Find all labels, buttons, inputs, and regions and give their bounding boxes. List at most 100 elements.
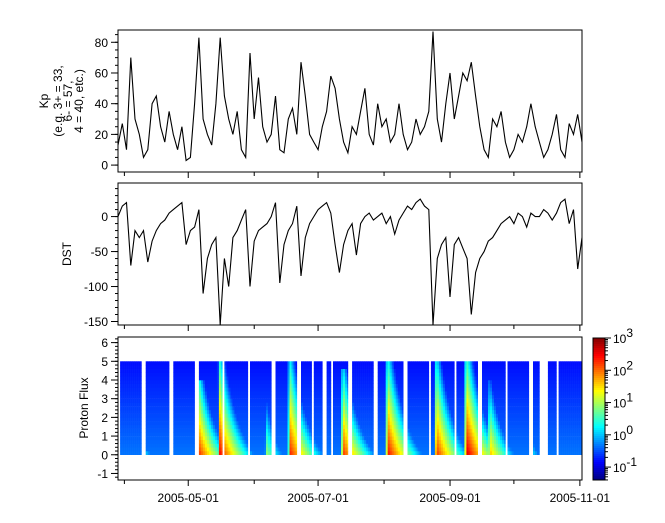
heatmap-cell xyxy=(468,402,471,407)
heatmap-cell xyxy=(458,409,461,414)
heatmap-cell xyxy=(208,372,212,377)
heatmap-cell xyxy=(566,394,569,399)
heatmap-cell xyxy=(560,361,563,366)
heatmap-cell xyxy=(504,443,506,448)
heatmap-cell xyxy=(202,447,206,452)
heatmap-cell xyxy=(242,421,245,426)
heatmap-cell xyxy=(161,409,164,414)
heatmap-cell xyxy=(570,380,573,384)
heatmap-cell xyxy=(285,424,288,429)
heatmap-cell xyxy=(151,409,154,414)
heatmap-cell xyxy=(167,372,170,377)
heatmap-cell xyxy=(444,383,448,388)
heatmap-cell xyxy=(181,428,184,433)
heatmap-cell xyxy=(303,398,306,403)
heatmap-cell xyxy=(236,451,239,455)
heatmap-cell xyxy=(250,387,253,392)
heatmap-cell xyxy=(387,376,390,381)
heatmap-cell xyxy=(488,376,491,381)
heatmap-cell xyxy=(189,428,192,433)
heatmap-cell xyxy=(315,368,319,373)
heatmap-cell xyxy=(122,409,125,414)
heatmap-cell xyxy=(289,447,292,452)
heatmap-cell xyxy=(466,387,469,392)
heatmap-cell xyxy=(502,383,505,388)
heatmap-cell xyxy=(470,406,473,411)
heatmap-cell xyxy=(204,402,208,407)
heatmap-cell xyxy=(395,394,398,399)
heatmap-cell xyxy=(153,417,156,422)
heatmap-cell xyxy=(244,409,247,414)
heatmap-cell xyxy=(200,409,204,414)
heatmap-cell xyxy=(513,421,516,426)
heatmap-cell xyxy=(281,398,284,403)
heatmap-cell xyxy=(417,432,420,437)
heatmap-cell xyxy=(262,365,265,369)
heatmap-cell xyxy=(220,406,223,411)
heatmap-cell xyxy=(438,432,442,437)
heatmap-cell xyxy=(446,368,450,373)
heatmap-cell xyxy=(427,372,430,377)
heatmap-cell xyxy=(317,443,321,448)
heatmap-cell xyxy=(179,443,182,448)
heatmap-cell xyxy=(185,380,188,384)
heatmap-cell xyxy=(291,380,294,384)
heatmap-cell xyxy=(220,361,223,366)
heatmap-cell xyxy=(220,376,223,381)
heatmap-cell xyxy=(232,376,235,381)
heatmap-cell xyxy=(193,451,195,455)
heatmap-cell xyxy=(570,383,573,388)
heatmap-cell xyxy=(153,394,156,399)
heatmap-cell xyxy=(317,380,321,384)
heatmap-cell xyxy=(521,409,524,414)
heatmap-cell xyxy=(341,365,344,369)
heatmap-cell xyxy=(507,436,510,441)
heatmap-cell xyxy=(159,402,162,407)
heatmap-cell xyxy=(462,398,465,403)
heatmap-cell xyxy=(275,376,278,381)
heatmap-cell xyxy=(161,402,164,407)
heatmap-cell xyxy=(370,451,373,455)
heatmap-cell xyxy=(513,451,516,455)
heatmap-cell xyxy=(268,443,271,448)
heatmap-cell xyxy=(560,432,563,437)
heatmap-cell xyxy=(293,376,296,381)
heatmap-cell xyxy=(393,372,396,377)
heatmap-cell xyxy=(452,368,455,373)
heatmap-cell xyxy=(381,417,384,422)
heatmap-cell xyxy=(425,406,428,411)
heatmap-cell xyxy=(515,380,518,384)
heatmap-cell xyxy=(134,428,137,433)
heatmap-cell xyxy=(313,394,317,399)
heatmap-cell xyxy=(319,424,323,429)
heatmap-cell xyxy=(319,383,323,388)
heatmap-cell xyxy=(250,447,253,452)
heatmap-cell xyxy=(260,443,263,448)
heatmap-cell xyxy=(230,365,233,369)
heatmap-cell xyxy=(409,383,412,388)
heatmap-cell xyxy=(189,447,192,452)
heatmap-cell xyxy=(254,424,257,429)
heatmap-cell xyxy=(411,368,414,373)
heatmap-cell xyxy=(232,436,235,441)
heatmap-cell xyxy=(430,432,434,437)
heatmap-cell xyxy=(562,372,565,377)
heatmap-cell xyxy=(277,387,280,392)
heatmap-cell xyxy=(551,417,555,422)
heatmap-cell xyxy=(157,436,160,441)
heatmap-cell xyxy=(523,361,526,366)
heatmap-cell xyxy=(134,413,137,418)
heatmap-cell xyxy=(198,439,202,444)
heatmap-cell xyxy=(470,428,473,433)
heatmap-cell xyxy=(330,387,332,392)
heatmap-cell xyxy=(138,436,141,441)
heatmap-cell xyxy=(356,413,359,418)
heatmap-cell xyxy=(377,368,380,373)
heatmap-cell xyxy=(519,409,522,414)
heatmap-cell xyxy=(341,368,344,373)
heatmap-cell xyxy=(151,436,154,441)
heatmap-cell xyxy=(490,365,493,369)
heatmap-cell xyxy=(389,421,392,426)
heatmap-cell xyxy=(511,394,514,399)
heatmap-cell xyxy=(287,447,290,452)
